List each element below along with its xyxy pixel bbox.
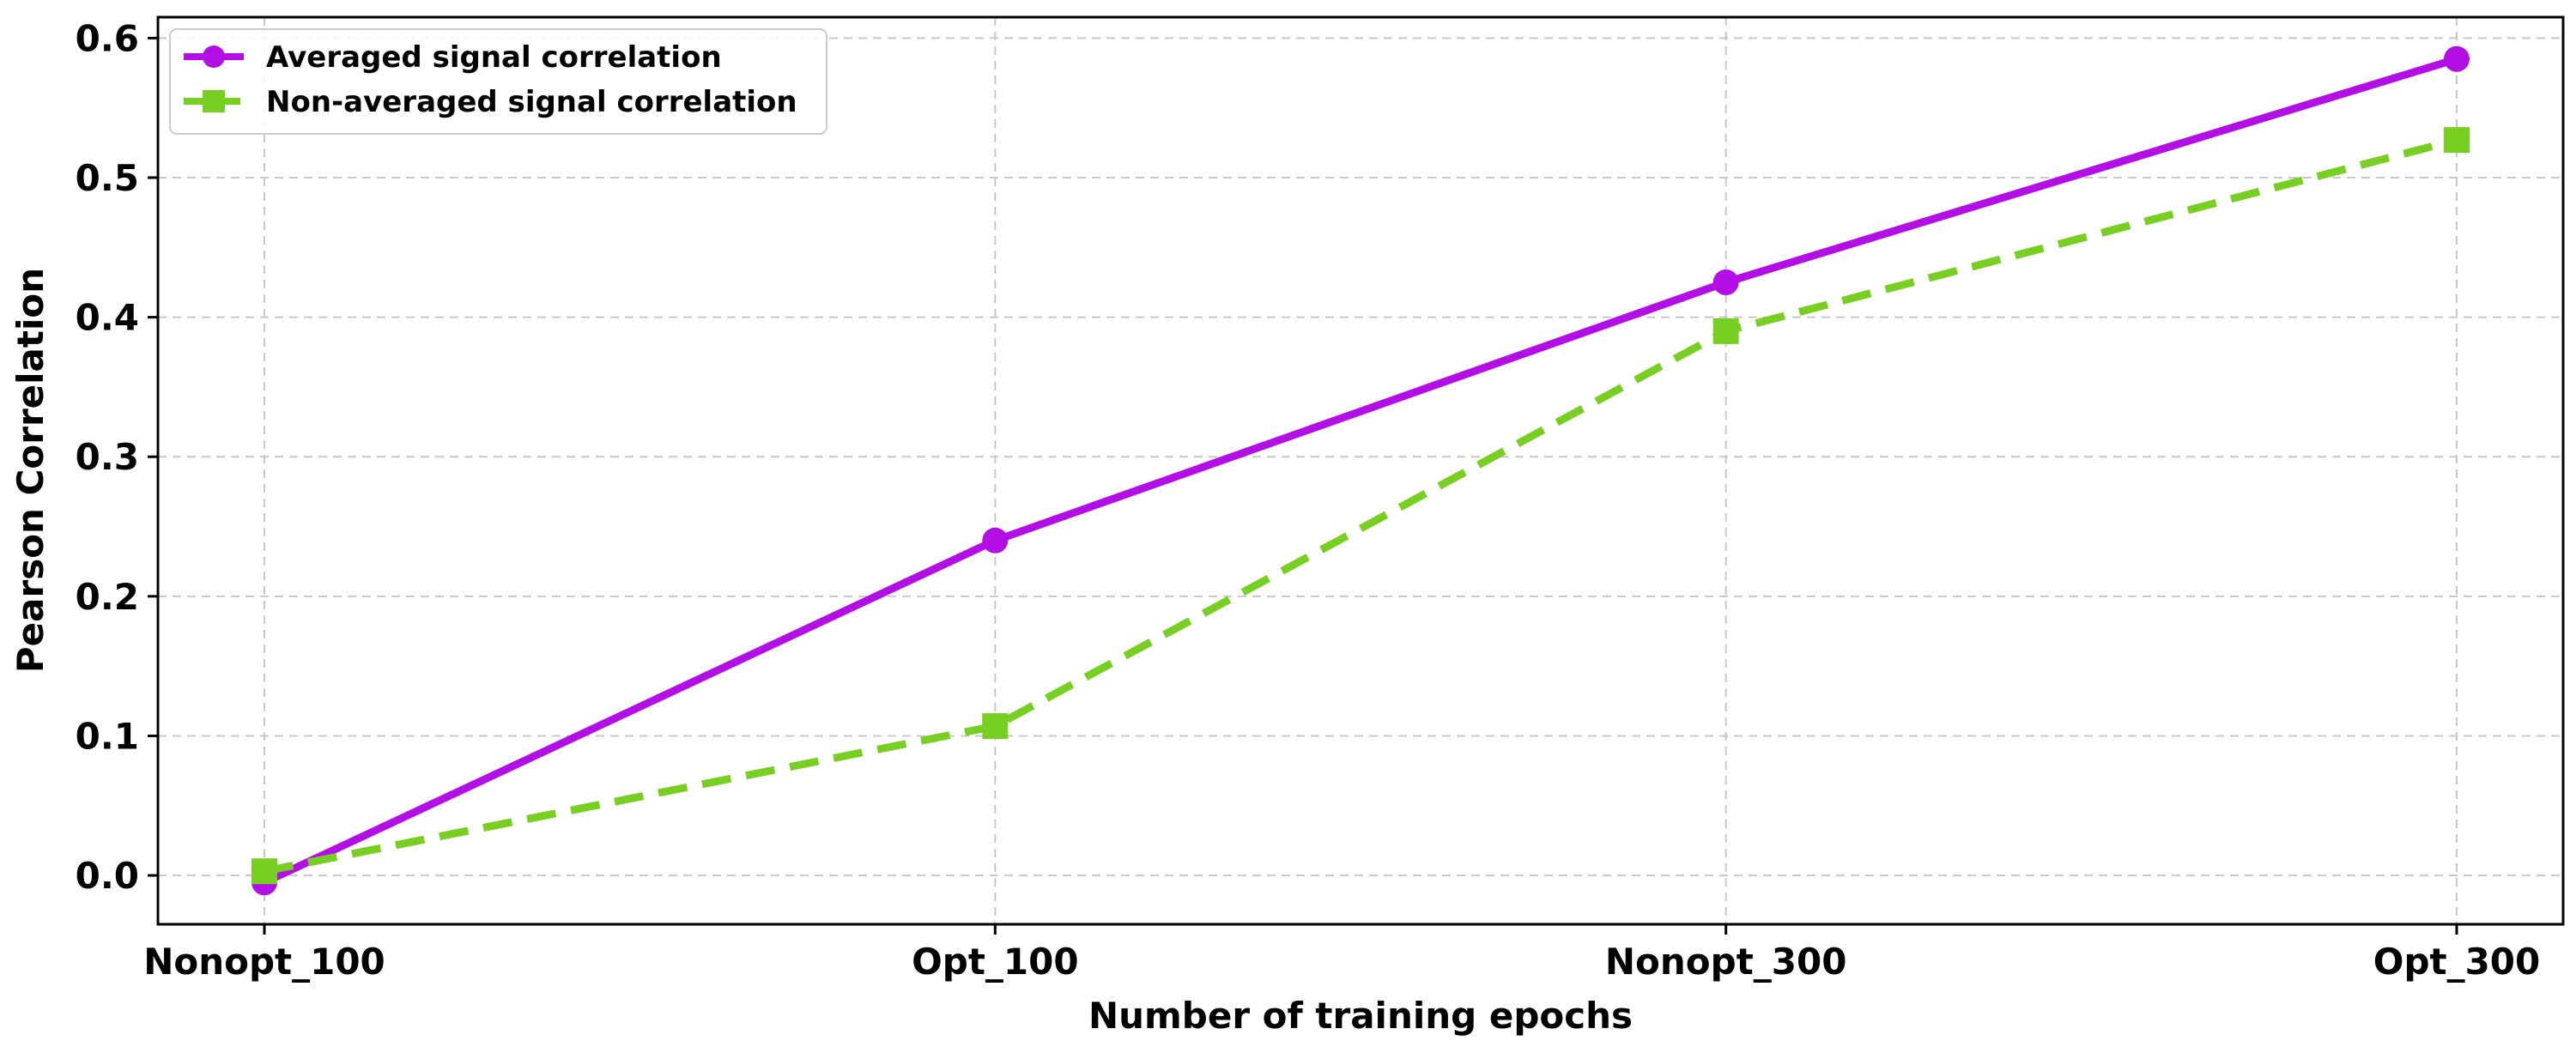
y-tick-label: 0.6 [76,17,139,59]
series-line-averaged-signal-correlation [263,55,2458,887]
series-group [252,45,2470,896]
plot-frame [156,15,2565,926]
y-tick-label: 0.3 [76,436,139,478]
legend-swatch-marker-non-averaged [203,90,225,112]
x-axis-label: Number of training epochs [1088,995,1633,1037]
x-tick-label: Nonopt_300 [1605,941,1847,983]
y-tick-label: 0.0 [76,855,139,897]
y-tick-label: 0.2 [76,576,139,618]
x-tick-label: Opt_100 [912,941,1079,983]
x-tick-label: Opt_300 [2373,941,2541,983]
data-point-averaged-signal-correlation [982,527,1009,554]
axis-ticks: 0.0 0.1 0.2 0.3 0.4 0.5 0.6 Nonopt_100 Opt_100 No… [76,17,2541,983]
data-point-averaged-signal-correlation [2444,45,2470,72]
y-tick-label: 0.5 [76,157,139,199]
data-point-non-averaged-signal-correlation [2444,127,2470,154]
data-point-non-averaged-signal-correlation [1712,318,1739,344]
series-line-non-averaged-signal-correlation [264,136,2458,875]
legend-label-averaged: Averaged signal correlation [266,40,722,75]
plot-background [158,17,2563,924]
y-tick-label: 0.4 [76,297,139,339]
data-point-non-averaged-signal-correlation [982,713,1009,740]
legend: Averaged signal correlation Non-averaged… [169,28,827,135]
legend-label-non-averaged: Non-averaged signal correlation [266,85,797,119]
data-point-non-averaged-signal-correlation [252,858,277,885]
y-tick-label: 0.1 [76,715,139,757]
legend-swatch-marker-averaged [203,45,225,68]
y-axis-label: Pearson Correlation [9,268,52,673]
data-point-averaged-signal-correlation [1712,269,1739,295]
x-tick-label: Nonopt_100 [143,941,385,983]
legend-box [169,28,827,135]
